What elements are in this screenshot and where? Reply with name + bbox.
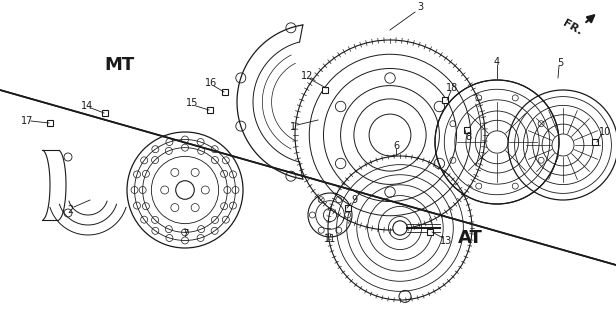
Text: 10: 10 (599, 127, 611, 137)
Text: 5: 5 (557, 58, 563, 68)
Text: 2: 2 (67, 205, 73, 215)
Text: 4: 4 (494, 57, 500, 67)
Text: 15: 15 (186, 98, 198, 108)
Text: AT: AT (458, 229, 482, 247)
Text: MT: MT (105, 56, 135, 74)
Text: 18: 18 (446, 83, 458, 93)
Text: 13: 13 (440, 236, 452, 246)
Text: 12: 12 (301, 71, 313, 81)
Circle shape (393, 221, 407, 235)
Text: 17: 17 (21, 116, 33, 126)
Text: 7: 7 (182, 229, 188, 239)
Text: 8: 8 (465, 132, 471, 142)
Text: 3: 3 (417, 2, 423, 12)
Text: 16: 16 (205, 78, 217, 88)
Text: 11: 11 (324, 234, 336, 244)
Text: 1: 1 (290, 122, 296, 132)
Text: FR.: FR. (561, 19, 583, 37)
Text: 14: 14 (81, 101, 93, 111)
Text: 6: 6 (393, 141, 399, 151)
Text: 9: 9 (351, 195, 357, 205)
